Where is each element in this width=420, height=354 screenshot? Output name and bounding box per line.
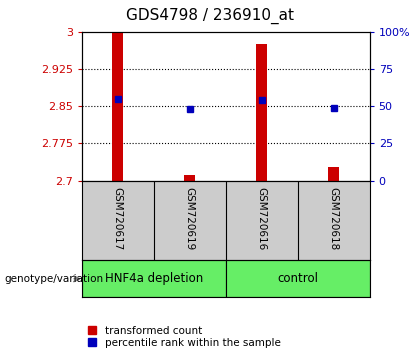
Bar — [113, 32, 123, 181]
Text: genotype/variation: genotype/variation — [4, 274, 103, 284]
Bar — [184, 175, 195, 181]
Text: GDS4798 / 236910_at: GDS4798 / 236910_at — [126, 8, 294, 24]
Text: GSM720617: GSM720617 — [113, 187, 123, 250]
Bar — [82, 260, 226, 297]
Bar — [226, 260, 370, 297]
Bar — [256, 44, 267, 181]
Text: control: control — [277, 272, 318, 285]
Bar — [328, 167, 339, 181]
Text: GSM720618: GSM720618 — [328, 187, 339, 250]
Text: GSM720619: GSM720619 — [185, 187, 195, 250]
Text: HNF4a depletion: HNF4a depletion — [105, 272, 203, 285]
Legend: transformed count, percentile rank within the sample: transformed count, percentile rank withi… — [87, 325, 282, 349]
Text: GSM720616: GSM720616 — [257, 187, 267, 250]
